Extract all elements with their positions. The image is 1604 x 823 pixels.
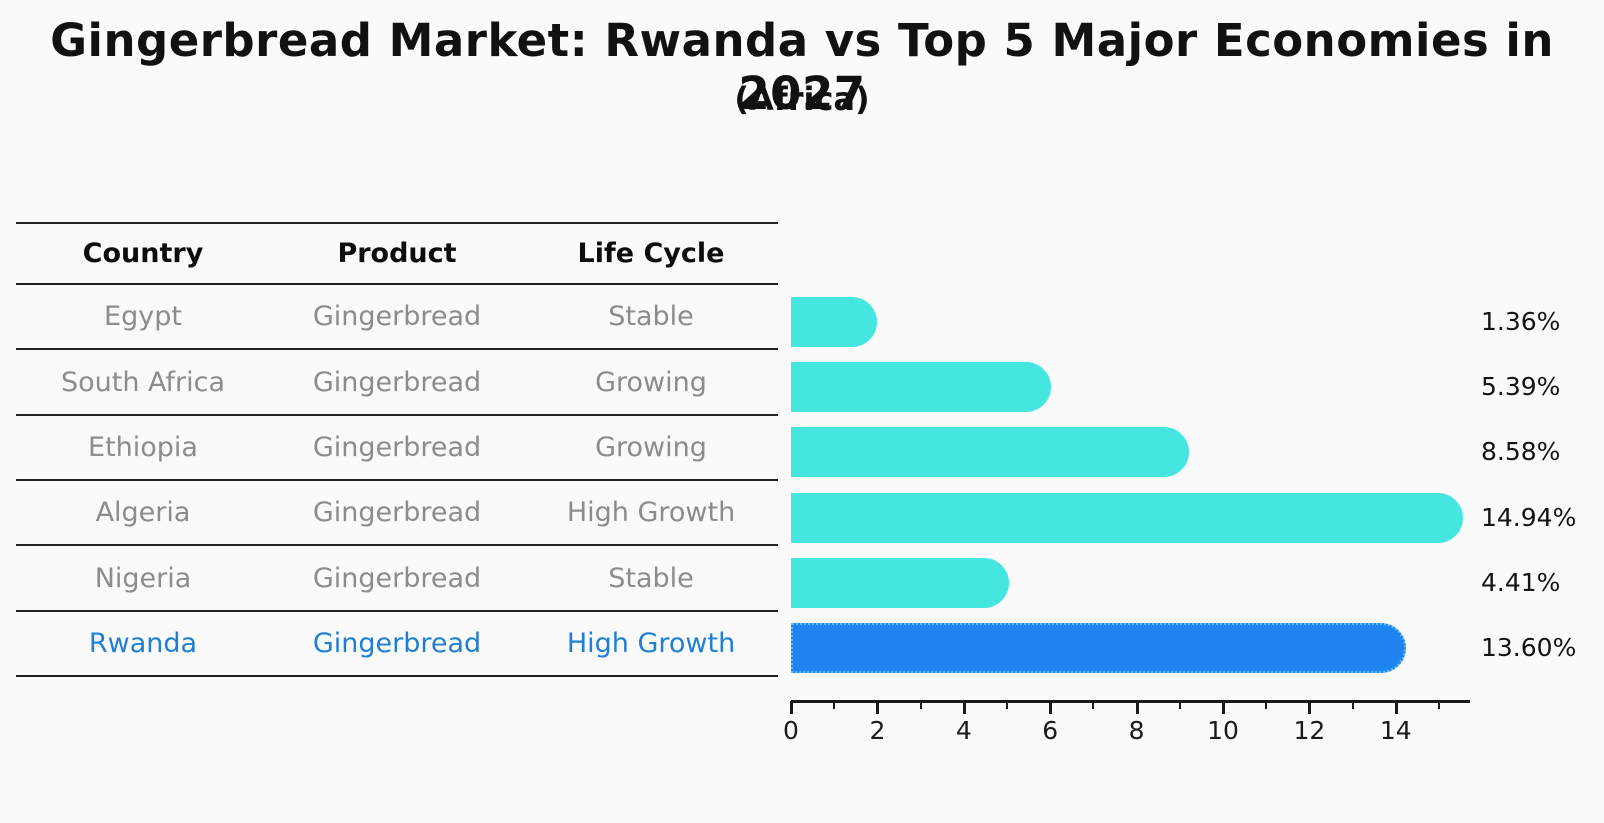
country-cell: Nigeria bbox=[94, 562, 192, 594]
x-axis-minor-tick bbox=[1351, 701, 1354, 709]
value-label: 4.41% bbox=[1481, 567, 1561, 597]
product-cell: Gingerbread bbox=[312, 301, 482, 333]
x-axis-minor-tick bbox=[1438, 701, 1440, 709]
product-cell: Gingerbread bbox=[312, 431, 482, 463]
lifecycle-cell: High Growth bbox=[566, 627, 736, 659]
bar-egypt bbox=[791, 296, 877, 347]
table-row: South Africa Gingerbread Growing bbox=[16, 348, 778, 413]
table-row: Ethiopia Gingerbread Growing bbox=[16, 413, 778, 479]
x-axis-minor-tick bbox=[1006, 701, 1008, 709]
x-axis-tick bbox=[1308, 701, 1312, 714]
value-label: 14.94% bbox=[1481, 502, 1577, 532]
x-axis-line bbox=[791, 700, 1470, 703]
x-axis-tick-label: 2 bbox=[869, 716, 886, 745]
bar-ethiopia bbox=[791, 427, 1189, 478]
x-axis-tick-label: 0 bbox=[783, 716, 799, 745]
x-axis-minor-tick bbox=[1092, 701, 1095, 709]
table-header-row: Country Product Life Cycle bbox=[16, 222, 778, 283]
country-cell: Egypt bbox=[104, 301, 182, 333]
country-cell: Rwanda bbox=[88, 627, 198, 659]
x-axis-tick-label: 8 bbox=[1128, 716, 1145, 745]
table-row: Rwanda Gingerbread High Growth bbox=[16, 609, 778, 678]
table-row: Nigeria Gingerbread Stable bbox=[16, 544, 778, 609]
x-axis-tick-label: 12 bbox=[1293, 716, 1326, 745]
x-axis-tick-label: 4 bbox=[955, 716, 972, 745]
data-table: Country Product Life Cycle Egypt Gingerb… bbox=[16, 222, 778, 678]
country-cell: South Africa bbox=[60, 366, 226, 398]
value-label: 13.60% bbox=[1481, 633, 1577, 663]
column-header-lifecycle: Life Cycle bbox=[577, 238, 725, 269]
table-row: Egypt Gingerbread Stable bbox=[16, 283, 778, 348]
value-label: 8.58% bbox=[1481, 437, 1561, 467]
x-axis-tick-label: 14 bbox=[1379, 716, 1412, 745]
x-axis-tick bbox=[1222, 701, 1225, 714]
x-axis-minor-tick bbox=[833, 701, 836, 709]
x-axis-tick-label: 10 bbox=[1207, 716, 1239, 745]
product-cell: Gingerbread bbox=[312, 366, 482, 398]
chart-title: Gingerbread Market: Rwanda vs Top 5 Majo… bbox=[50, 14, 1554, 120]
x-axis-tick-label: 6 bbox=[1042, 716, 1059, 745]
x-axis-tick bbox=[1049, 701, 1053, 714]
product-cell: Gingerbread bbox=[312, 627, 482, 659]
bar-algeria bbox=[791, 492, 1464, 543]
lifecycle-cell: Growing bbox=[595, 366, 707, 398]
x-axis-minor-tick bbox=[1178, 701, 1181, 709]
table-row: Algeria Gingerbread High Growth bbox=[16, 479, 778, 544]
x-axis-minor-tick bbox=[1265, 701, 1268, 709]
bar-rwanda bbox=[791, 623, 1406, 674]
x-axis-minor-tick bbox=[919, 701, 922, 709]
x-axis-tick bbox=[1394, 701, 1398, 714]
lifecycle-cell: Stable bbox=[608, 562, 694, 594]
lifecycle-cell: High Growth bbox=[566, 497, 736, 529]
x-axis-tick bbox=[962, 701, 966, 714]
x-axis-tick bbox=[876, 701, 880, 714]
country-cell: Ethiopia bbox=[88, 431, 198, 463]
lifecycle-cell: Stable bbox=[608, 301, 694, 333]
x-axis-tick bbox=[790, 701, 793, 714]
value-label: 5.39% bbox=[1481, 371, 1561, 401]
bar-south-africa bbox=[791, 361, 1051, 412]
product-cell: Gingerbread bbox=[312, 562, 482, 594]
bar-nigeria bbox=[791, 557, 1009, 608]
value-label: 1.36% bbox=[1481, 306, 1561, 336]
column-header-product: Product bbox=[337, 238, 457, 269]
column-header-country: Country bbox=[82, 238, 204, 269]
product-cell: Gingerbread bbox=[312, 497, 482, 529]
country-cell: Algeria bbox=[95, 497, 191, 529]
lifecycle-cell: Growing bbox=[595, 431, 707, 463]
chart-subtitle: (Africa) bbox=[734, 80, 870, 118]
x-axis-tick bbox=[1135, 701, 1139, 714]
